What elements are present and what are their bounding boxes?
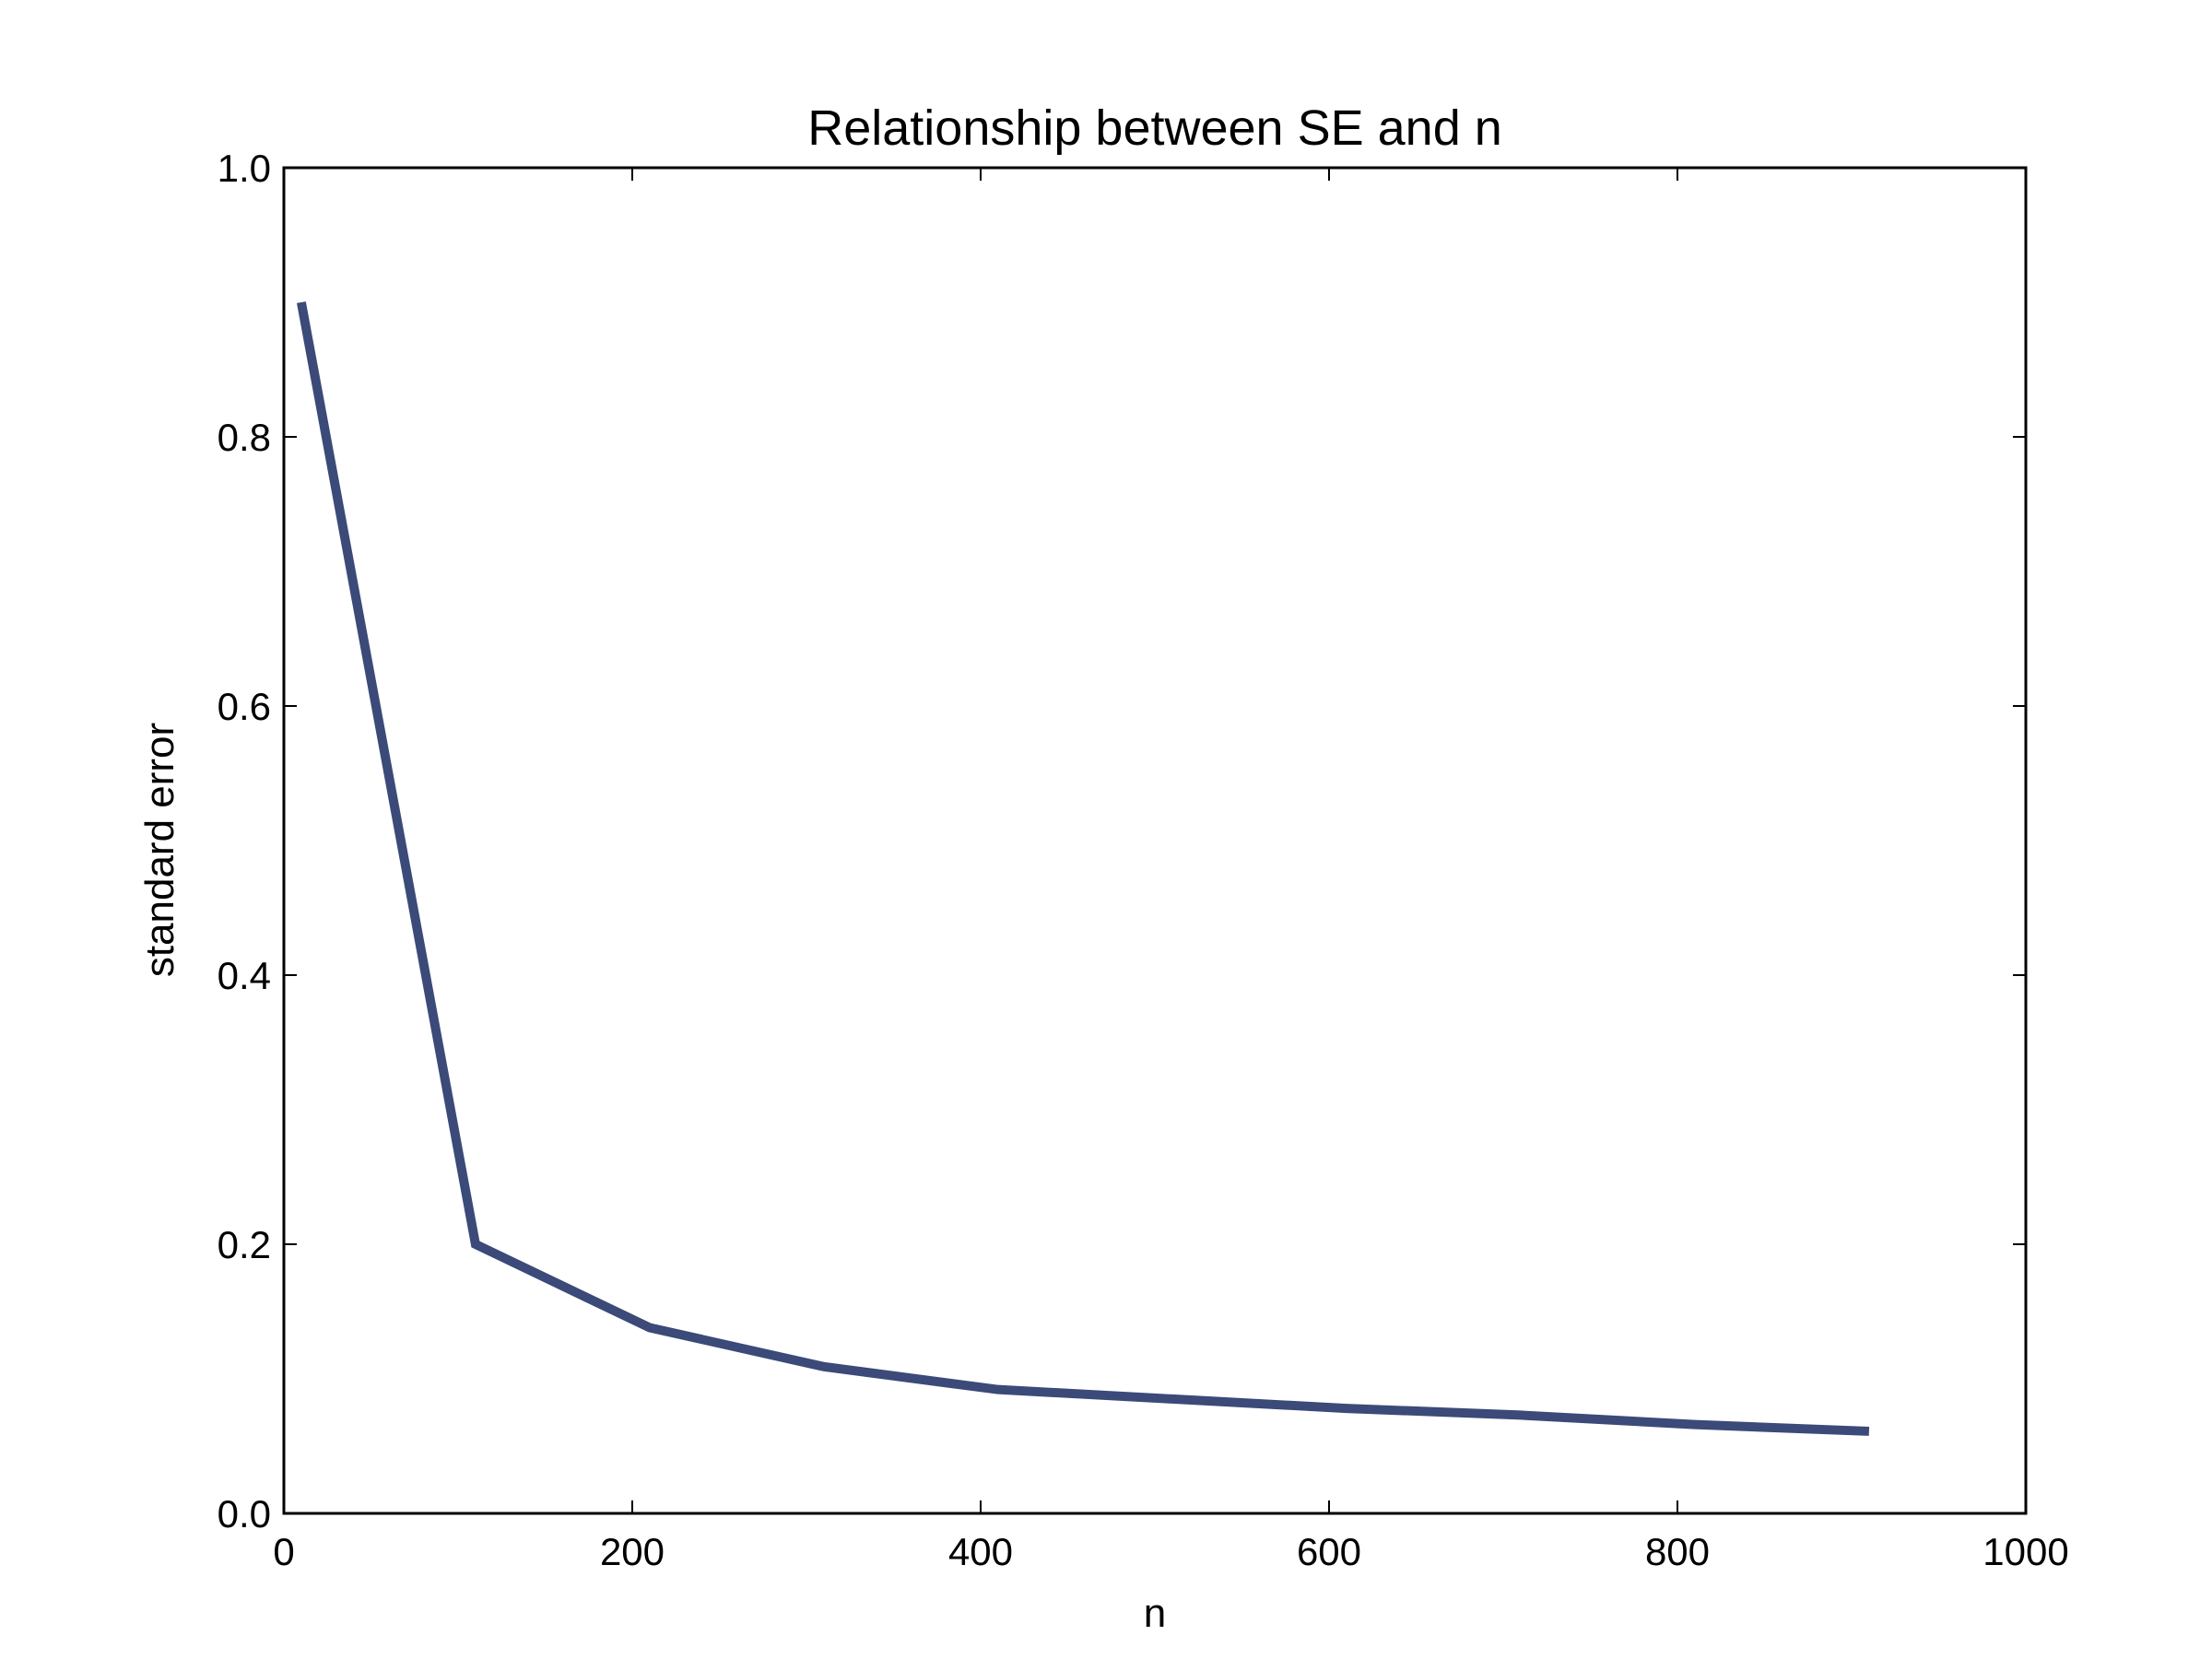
y-tick-label: 0.8 <box>218 416 271 459</box>
chart-title: Relationship between SE and n <box>807 100 1502 156</box>
x-tick-label: 600 <box>1297 1530 1361 1573</box>
y-axis-label: standard error <box>137 723 182 977</box>
y-tick-label: 0.0 <box>218 1492 271 1535</box>
x-tick-label: 800 <box>1645 1530 1710 1573</box>
y-tick-label: 0.6 <box>218 685 271 728</box>
series-layer <box>296 301 1870 1436</box>
x-axis-label: n <box>1144 1591 1166 1636</box>
y-tick-label: 0.2 <box>218 1223 271 1266</box>
plot-frame <box>282 166 2028 1515</box>
x-tick-label: 0 <box>273 1530 294 1573</box>
ticks-layer: 0 200 400 600 800 1000 0.0 0.2 0.4 0.6 0.8 1.0 <box>218 147 2069 1573</box>
y-tick-label: 0.4 <box>218 954 271 997</box>
x-tick-label: 1000 <box>1983 1530 2068 1573</box>
series-line <box>296 301 1870 1436</box>
x-tick-label: 200 <box>600 1530 665 1573</box>
y-tick-label: 1.0 <box>218 147 271 190</box>
x-tick-label: 400 <box>948 1530 1013 1573</box>
